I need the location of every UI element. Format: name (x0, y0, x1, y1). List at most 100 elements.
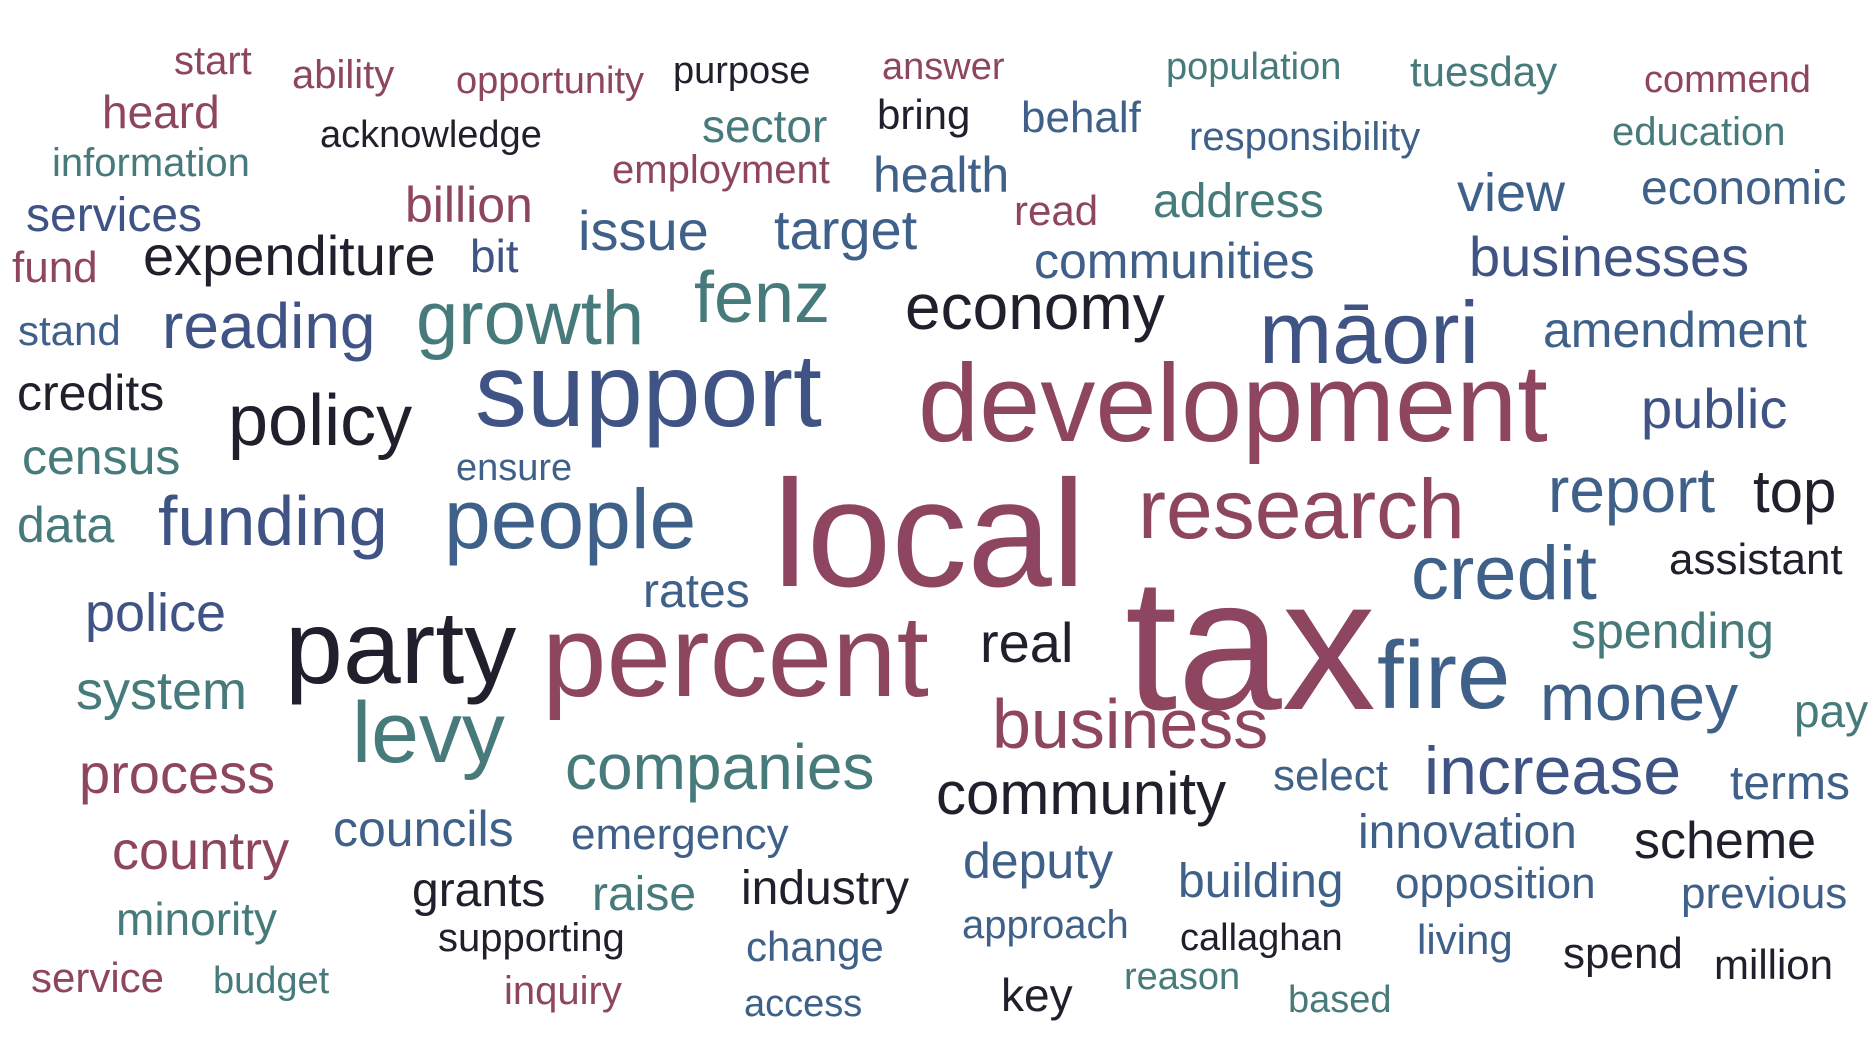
word-start: start (174, 39, 252, 83)
word-communities: communities (1034, 233, 1315, 289)
word-tuesday: tuesday (1410, 48, 1558, 95)
word-sector: sector (702, 100, 828, 152)
word-deputy: deputy (963, 833, 1114, 889)
word-top: top (1753, 458, 1837, 525)
word-health: health (873, 147, 1010, 203)
word-living: living (1417, 916, 1513, 963)
word-raise: raise (592, 868, 697, 921)
word-research: research (1138, 462, 1465, 556)
word-based: based (1288, 979, 1392, 1021)
word-purpose: purpose (673, 50, 811, 92)
word-grants: grants (412, 864, 546, 917)
word-spending: spending (1571, 603, 1774, 659)
word-responsibility: responsibility (1189, 115, 1421, 159)
word-read: read (1014, 187, 1099, 234)
word-supporting: supporting (438, 916, 625, 960)
word-industry: industry (741, 862, 910, 915)
word-business: business (992, 685, 1269, 763)
word-key: key (1001, 969, 1073, 1021)
word-expenditure: expenditure (143, 224, 436, 287)
word-development: development (918, 342, 1548, 465)
word-education: education (1612, 110, 1786, 154)
word-information: information (52, 141, 250, 185)
word-amendment: amendment (1543, 302, 1808, 358)
word-fenz: fenz (694, 258, 831, 338)
word-support: support (475, 333, 822, 449)
word-country: country (112, 821, 290, 881)
word-bit: bit (470, 230, 519, 282)
word-heard: heard (102, 86, 220, 138)
word-money: money (1540, 660, 1739, 734)
word-growth: growth (416, 276, 645, 361)
word-access: access (744, 983, 863, 1025)
word-opposition: opposition (1395, 859, 1596, 908)
word-funding: funding (158, 482, 388, 560)
word-minority: minority (116, 893, 278, 945)
word-economy: economy (905, 271, 1165, 343)
word-maori: māori (1259, 283, 1480, 382)
word-businesses: businesses (1469, 225, 1750, 288)
word-percent: percent (542, 591, 929, 721)
word-target: target (774, 198, 918, 261)
word-report: report (1548, 454, 1716, 526)
word-building: building (1178, 855, 1344, 908)
word-callaghan: callaghan (1180, 917, 1343, 959)
word-pay: pay (1794, 685, 1869, 737)
word-terms: terms (1730, 757, 1850, 810)
word-assistant: assistant (1669, 535, 1843, 584)
word-process: process (79, 742, 276, 805)
word-system: system (76, 661, 248, 721)
word-scheme: scheme (1634, 812, 1817, 870)
word-data: data (17, 497, 115, 553)
word-innovation: innovation (1358, 806, 1577, 859)
word-acknowledge: acknowledge (320, 114, 542, 156)
word-credit: credit (1411, 531, 1597, 616)
word-local: local (773, 449, 1086, 619)
word-police: police (85, 583, 227, 643)
word-answer: answer (882, 46, 1005, 88)
word-census: census (22, 429, 181, 485)
word-increase: increase (1424, 733, 1682, 809)
word-ensure: ensure (456, 447, 573, 489)
word-opportunity: opportunity (456, 60, 645, 102)
word-billion: billion (405, 177, 533, 233)
word-address: address (1153, 175, 1324, 228)
word-reason: reason (1124, 956, 1241, 998)
word-budget: budget (213, 960, 330, 1002)
word-view: view (1457, 163, 1566, 223)
word-inquiry: inquiry (504, 969, 622, 1013)
word-select: select (1273, 751, 1388, 800)
word-policy: policy (228, 381, 413, 461)
word-issue: issue (578, 199, 709, 262)
word-people: people (444, 472, 697, 566)
word-public: public (1641, 377, 1788, 440)
word-emergency: emergency (571, 810, 789, 859)
word-reading: reading (162, 290, 376, 362)
word-population: population (1166, 46, 1342, 88)
word-community: community (936, 760, 1227, 827)
word-services: services (26, 189, 203, 242)
word-levy: levy (352, 685, 505, 781)
word-bring: bring (877, 91, 971, 138)
word-real: real (980, 611, 1074, 674)
word-economic: economic (1641, 162, 1847, 215)
word-employment: employment (612, 148, 830, 192)
word-ability: ability (292, 53, 395, 97)
word-party: party (285, 590, 517, 706)
word-approach: approach (962, 903, 1129, 947)
word-spend: spend (1563, 929, 1683, 978)
word-fund: fund (12, 243, 98, 292)
word-million: million (1714, 941, 1834, 988)
word-credits: credits (17, 365, 165, 421)
word-councils: councils (333, 801, 514, 857)
word-stand: stand (18, 307, 121, 354)
word-previous: previous (1681, 869, 1848, 918)
word-fire: fire (1377, 622, 1511, 729)
word-rates: rates (643, 565, 750, 618)
word-change: change (746, 923, 884, 970)
word-behalf: behalf (1021, 93, 1141, 142)
word-tax: tax (1125, 539, 1376, 749)
word-companies: companies (565, 731, 875, 803)
word-service: service (31, 954, 165, 1001)
